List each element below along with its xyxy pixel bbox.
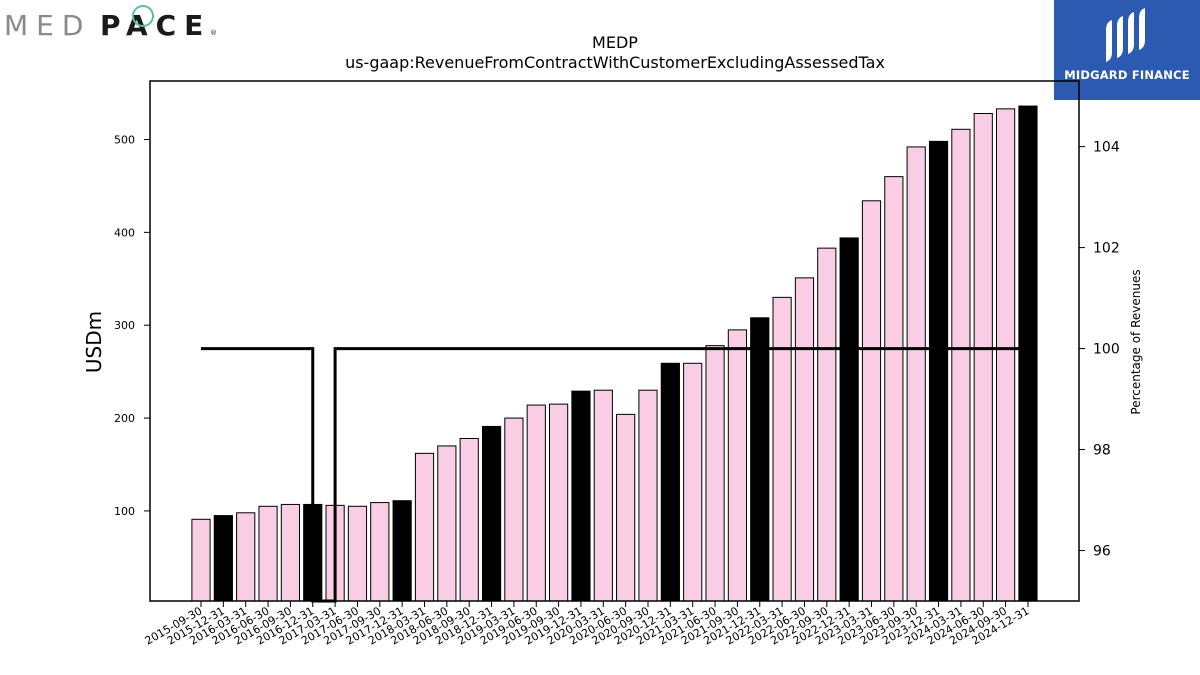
medpace-logo-bold: PACE bbox=[100, 9, 211, 42]
percentage-line bbox=[201, 347, 1028, 603]
bar-2022-06-30 bbox=[794, 277, 815, 602]
y-axis-left: 100 200 300 400 500 bbox=[114, 134, 150, 518]
y-tick-label-500: 500 bbox=[114, 134, 135, 147]
y2-tick-label-102: 102 bbox=[1093, 241, 1120, 257]
bar-2016-06-30 bbox=[258, 505, 278, 602]
bar-2019-03-31 bbox=[504, 417, 524, 602]
bar-2023-06-30 bbox=[884, 176, 904, 602]
bar-2017-12-31 bbox=[392, 500, 412, 602]
bar-2022-12-31 bbox=[839, 237, 859, 602]
medpace-logo: MED PACE ® bbox=[4, 5, 217, 42]
bar-2018-03-31 bbox=[414, 452, 435, 602]
y-tick-label-300: 300 bbox=[114, 319, 135, 332]
bar-2021-03-31 bbox=[683, 362, 703, 602]
bar-2023-03-31 bbox=[861, 200, 882, 602]
medpace-logo-light: MED bbox=[4, 9, 91, 42]
bar-2021-09-30 bbox=[727, 329, 747, 602]
y-axis-right: 96 98 100 102 104 bbox=[1079, 140, 1120, 560]
medpace-logo-arc-icon bbox=[132, 5, 154, 27]
chart-subtitle: us-gaap:RevenueFromContractWithCustomerE… bbox=[345, 53, 885, 72]
bar-2016-03-31 bbox=[236, 512, 256, 602]
bar-2022-03-31 bbox=[772, 296, 792, 602]
percentage-line-series bbox=[201, 347, 1028, 603]
y-tick-label-100: 100 bbox=[114, 505, 135, 518]
y2-tick-label-100: 100 bbox=[1093, 342, 1120, 358]
bar-2024-09-30 bbox=[996, 108, 1016, 602]
bar-2020-03-31 bbox=[593, 389, 613, 602]
bar-2019-09-30 bbox=[549, 403, 569, 602]
bar-2022-09-30 bbox=[817, 247, 837, 602]
bar-2024-03-31 bbox=[951, 128, 971, 602]
bar-2021-06-30 bbox=[705, 345, 725, 602]
bar-2020-09-30 bbox=[638, 389, 658, 602]
bar-2015-12-31 bbox=[213, 515, 233, 602]
medpace-logo-mark: ® bbox=[210, 29, 217, 37]
bar-2020-12-31 bbox=[660, 362, 680, 602]
bar-2023-09-30 bbox=[906, 146, 926, 602]
bar-2021-12-31 bbox=[750, 317, 770, 602]
x-axis: 2015-09-302015-12-312016-03-312016-06-30… bbox=[143, 601, 1031, 648]
bar-2019-06-30 bbox=[526, 404, 546, 602]
bar-2024-06-30 bbox=[973, 113, 993, 602]
bar-2019-12-31 bbox=[571, 390, 591, 602]
bar-2018-06-30 bbox=[437, 445, 457, 602]
chart-title: MEDP bbox=[592, 33, 638, 52]
bar-2020-06-30 bbox=[616, 413, 636, 602]
y2-axis-label: Percentage of Revenues bbox=[1129, 269, 1143, 414]
bar-2017-06-30 bbox=[347, 505, 368, 602]
bar-2016-09-30 bbox=[280, 503, 300, 602]
publisher-monogram-icon bbox=[1106, 8, 1145, 62]
y-tick-label-200: 200 bbox=[114, 412, 135, 425]
publisher-name: MIDGARD FINANCE bbox=[1064, 68, 1190, 82]
bar-2015-09-30 bbox=[191, 518, 211, 602]
bar-series bbox=[191, 105, 1038, 602]
bar-2023-12-31 bbox=[928, 140, 949, 602]
plot-frame bbox=[149, 80, 1080, 602]
y-tick-label-400: 400 bbox=[114, 226, 135, 239]
bar-2018-09-30 bbox=[459, 438, 479, 602]
bar-2017-09-30 bbox=[370, 502, 390, 602]
bar-2024-12-31 bbox=[1018, 105, 1038, 602]
y2-tick-label-98: 98 bbox=[1093, 443, 1111, 459]
y2-tick-label-96: 96 bbox=[1093, 544, 1111, 560]
bar-2018-12-31 bbox=[481, 425, 502, 602]
y2-tick-label-104: 104 bbox=[1093, 140, 1120, 156]
y-axis-label: USDm bbox=[82, 311, 106, 373]
